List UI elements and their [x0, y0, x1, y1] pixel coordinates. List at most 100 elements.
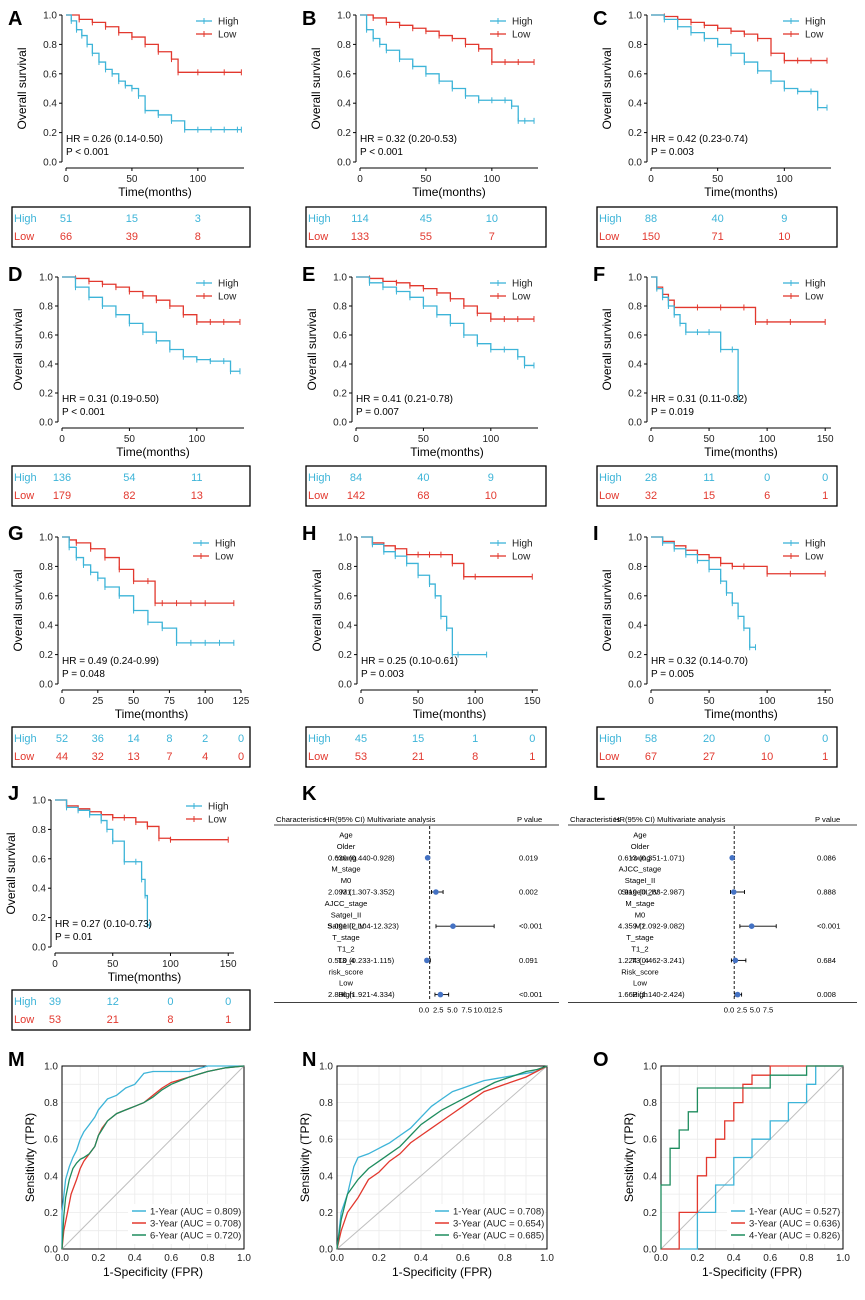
risk-count-low: 32: [645, 490, 657, 502]
roc-legend-bg: [727, 1204, 841, 1244]
x-tick-label: 50: [704, 696, 716, 707]
x-axis-title: 1-Specificity (FPR): [103, 1265, 203, 1279]
x-axis-title: Time(months): [704, 707, 778, 721]
forest-row-p: 0.684: [817, 956, 836, 965]
legend-label-low: Low: [218, 30, 237, 41]
y-tick-label: 0.6: [43, 69, 57, 80]
forest-row-label: T_stage: [626, 933, 653, 942]
y-tick-label: 0.4: [628, 621, 642, 632]
y-tick-label: 0.0: [44, 1245, 58, 1256]
roc-curve: [661, 1065, 843, 1250]
km-panel-h: H0.00.20.40.60.81.00 50 100 150Time(months)…: [302, 523, 547, 768]
risk-label-low: Low: [14, 1014, 34, 1026]
forest-row-hr: 0.639 (0.440-0.928): [328, 853, 395, 862]
hazard-ratio: HR = 0.27 (0.10-0.73): [55, 919, 152, 930]
roc-legend-bg: [431, 1204, 545, 1244]
risk-count-low: 21: [412, 751, 424, 763]
y-tick-label: 0.2: [628, 128, 642, 139]
roc-panel-n: N 0.0 0.2 0.4 0.6 0.8 1.0 0.0 0.2 0.4 0.6 0.8 1.0 1-S…: [298, 1049, 554, 1279]
legend-label-low: Low: [805, 552, 824, 563]
forest-estimate-dot: [424, 855, 431, 861]
x-tick-label: 50: [712, 174, 724, 185]
roc-legend-label: 3-Year (AUC = 0.654): [453, 1219, 544, 1230]
risk-count-low: 44: [56, 751, 68, 763]
x-tick-label: 0: [52, 959, 58, 970]
risk-count-high: 136: [53, 472, 71, 484]
x-tick-label: 0.8: [800, 1253, 814, 1264]
x-tick-label: 0.6: [164, 1253, 178, 1264]
forest-estimate-dot: [424, 957, 430, 964]
risk-count-low: 55: [420, 231, 432, 243]
risk-label-high: High: [599, 733, 622, 745]
roc-curve: [61, 1065, 244, 1249]
risk-label-high: High: [14, 733, 37, 745]
km-curve-high: [66, 14, 242, 131]
y-axis-title: Overall survival: [11, 308, 25, 390]
forest-row-p: <0.001: [519, 990, 542, 999]
risk-count-high: 84: [350, 472, 362, 484]
y-tick-label: 0.4: [643, 1171, 657, 1182]
forest-row-label: AJCC_stage: [619, 865, 662, 874]
y-tick-label: 0.0: [628, 680, 642, 691]
y-tick-label: 1.0: [333, 273, 347, 284]
x-tick-label: 0.0: [55, 1253, 69, 1264]
p-value: P = 0.003: [651, 147, 694, 158]
x-tick-label: 100: [759, 434, 776, 445]
legend-label-low: Low: [512, 30, 531, 41]
risk-count-low: 142: [347, 490, 365, 502]
risk-count-low: 10: [778, 231, 790, 243]
y-tick-label: 0.6: [319, 1135, 333, 1146]
roc-legend-bg: [128, 1204, 242, 1244]
forest-row-label: M1: [635, 922, 646, 931]
forest-estimate-dot: [729, 855, 735, 861]
x-tick-label: 50: [124, 434, 136, 445]
x-tick-label: 0.6: [763, 1253, 777, 1264]
forest-row-label: Age: [339, 831, 353, 840]
y-tick-label: 0.8: [44, 1098, 58, 1109]
roc-legend-label: 6-Year (AUC = 0.720): [150, 1231, 241, 1242]
panel-letter-e: E: [302, 264, 315, 286]
roc-curve: [336, 1065, 548, 1250]
risk-count-high: 0: [225, 996, 231, 1008]
risk-count-low: 1: [822, 490, 828, 502]
y-tick-label: 0.4: [39, 360, 53, 371]
y-axis-title: Overall survival: [600, 569, 614, 651]
risk-count-low: 66: [60, 231, 72, 243]
risk-label-high: High: [599, 472, 622, 484]
x-tick-label: 0: [648, 174, 654, 185]
risk-count-low: 8: [472, 751, 478, 763]
forest-row-label: Older: [337, 842, 356, 851]
forest-estimate-dot: [437, 991, 444, 998]
y-tick-label: 1.0: [643, 1062, 657, 1073]
roc-curve: [661, 1065, 843, 1250]
panel-letter-d: D: [8, 264, 22, 286]
km-curve-low: [651, 536, 826, 575]
x-tick-label: 0: [357, 174, 363, 185]
y-tick-label: 0.0: [39, 680, 53, 691]
forest-row-label: Risk_score: [621, 967, 659, 976]
km-curve-high: [62, 536, 234, 644]
y-tick-label: 0.2: [643, 1208, 657, 1219]
roc-legend-label: 1-Year (AUC = 0.708): [453, 1207, 544, 1218]
y-tick-label: 0.2: [337, 128, 351, 139]
risk-table-box: [596, 726, 838, 768]
y-tick-label: 0.0: [337, 158, 351, 169]
risk-count-low: 15: [703, 490, 715, 502]
risk-label-low: Low: [14, 751, 34, 763]
y-tick-label: 0.2: [338, 650, 352, 661]
risk-label-high: High: [14, 472, 37, 484]
roc-panel-m: M 0.0 0.2 0.4 0.6 0.8 1.0 0.0 0.2 0.4 0.6 0.8 1.0 1-S…: [8, 1049, 251, 1279]
risk-count-high: 15: [412, 733, 424, 745]
forest-row-hr: 0.919 (0.283-2.987): [618, 888, 685, 897]
roc-curve: [336, 1065, 548, 1250]
hazard-ratio: HR = 0.42 (0.23-0.74): [651, 134, 748, 145]
y-axis-title: Overall survival: [15, 47, 29, 129]
y-tick-label: 0.2: [43, 128, 57, 139]
risk-count-high: 3: [195, 213, 201, 225]
risk-table-box: [305, 465, 547, 507]
x-tick-label: 0: [353, 434, 359, 445]
risk-label-high: High: [599, 213, 622, 225]
panel-letter-b: B: [302, 8, 316, 30]
